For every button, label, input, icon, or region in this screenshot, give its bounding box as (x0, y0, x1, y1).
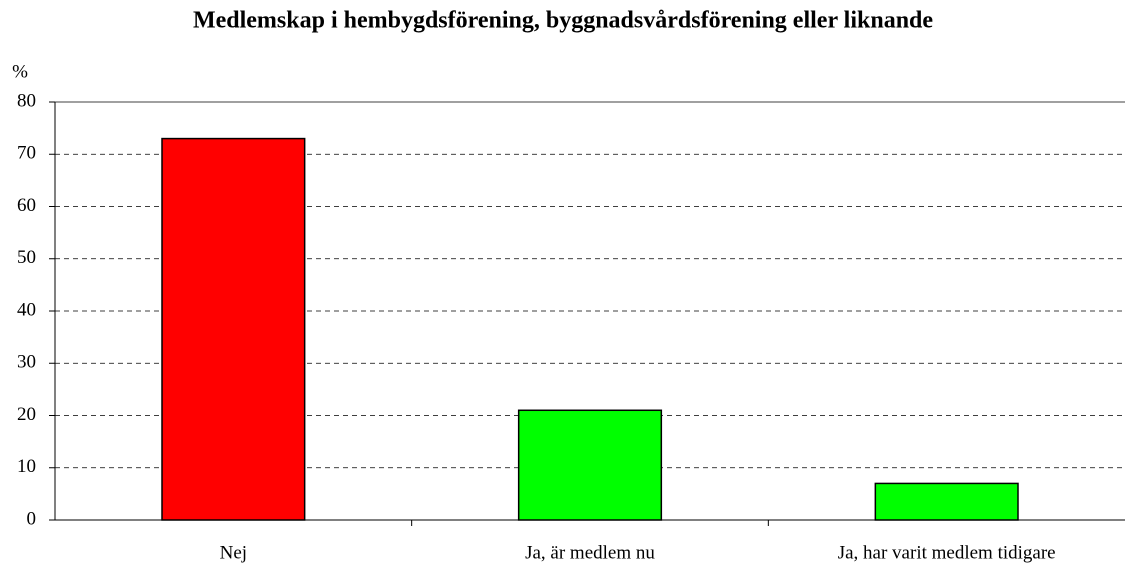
y-tick-label: 60 (17, 195, 36, 216)
y-tick-label: 50 (17, 247, 36, 268)
y-tick-label: 40 (17, 299, 36, 320)
y-axis-label: % (12, 61, 28, 82)
x-tick-label: Ja, har varit medlem tidigare (838, 542, 1056, 563)
bar (517, 409, 663, 521)
y-tick-label: 70 (17, 143, 36, 164)
y-tick-label: 20 (17, 404, 36, 425)
y-tick-label: 30 (17, 352, 36, 373)
bar (161, 137, 306, 521)
bar (874, 482, 1019, 521)
y-tick-label: 10 (17, 456, 36, 477)
y-tick-label: 80 (17, 90, 36, 111)
chart-title: Medlemskap i hembygdsförening, byggnadsv… (193, 8, 933, 34)
y-tick-label: 0 (27, 508, 37, 529)
x-tick-label: Ja, är medlem nu (525, 542, 655, 563)
x-tick-label: Nej (220, 542, 247, 563)
